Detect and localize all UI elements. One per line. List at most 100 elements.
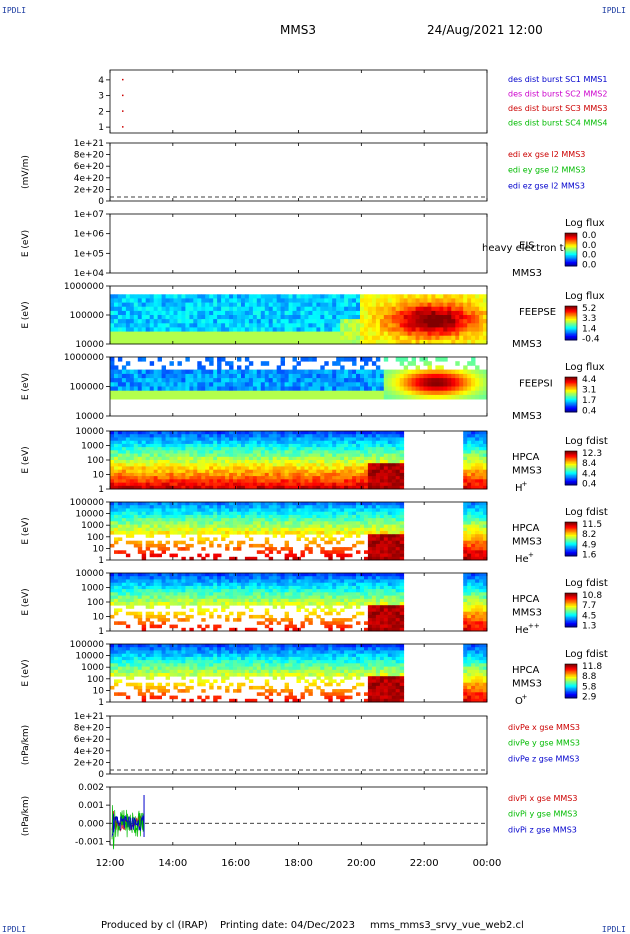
- heatmap-cell: [169, 386, 174, 392]
- colorbar-cell: [565, 554, 577, 557]
- heatmap-cell: [137, 450, 143, 454]
- colorbar-cell: [565, 234, 577, 237]
- heatmap-cell: [201, 373, 206, 379]
- heatmap-cell: [288, 440, 293, 445]
- heatmap-cell: [129, 315, 135, 320]
- heatmap-cell: [244, 460, 250, 464]
- heatmap-cell: [241, 450, 246, 454]
- heatmap-cell: [149, 605, 155, 609]
- heatmap-cell: [157, 598, 162, 603]
- heatmap-cell: [475, 447, 480, 451]
- heatmap-cell: [455, 310, 460, 316]
- heatmap-cell: [133, 502, 139, 506]
- heatmap-cell: [133, 302, 139, 308]
- heatmap-cell: [280, 472, 285, 477]
- heatmap-cell: [463, 508, 468, 512]
- heatmap-cell: [145, 440, 151, 445]
- heatmap-cell: [379, 460, 385, 464]
- heatmap-cell: [356, 382, 361, 387]
- heatmap-cell: [264, 386, 270, 392]
- heatmap-cell: [483, 502, 488, 506]
- colorbar-cell: [565, 249, 577, 252]
- heatmap-cell: [225, 390, 230, 396]
- heatmap-cell: [371, 361, 377, 366]
- heatmap-cell: [483, 550, 488, 554]
- heatmap-cell: [241, 447, 246, 451]
- heatmap-cell: [169, 508, 174, 512]
- heatmap-cell: [237, 466, 242, 470]
- heatmap-cell: [375, 553, 381, 558]
- heatmap-cell: [475, 323, 480, 328]
- heatmap-cell: [348, 302, 353, 308]
- heatmap-cell: [264, 508, 270, 512]
- colorbar-cell: [565, 463, 577, 466]
- heatmap-cell: [193, 521, 198, 525]
- heatmap-cell: [256, 511, 262, 516]
- heatmap-cell: [463, 315, 468, 320]
- heatmap-cell: [360, 482, 365, 487]
- heatmap-cell: [114, 502, 119, 506]
- heatmap-cell: [399, 553, 405, 558]
- heatmap-cell: [371, 310, 377, 316]
- heatmap-cell: [471, 302, 476, 308]
- heatmap-cell: [185, 298, 190, 303]
- heatmap-cell: [383, 463, 389, 467]
- heatmap-cell: [181, 511, 186, 516]
- heatmap-cell: [399, 331, 405, 337]
- heatmap-cell: [292, 476, 297, 480]
- y-axis-label: E (eV): [21, 301, 31, 328]
- heatmap-cell: [248, 450, 254, 454]
- heatmap-cell: [181, 463, 186, 467]
- heatmap-cell: [145, 437, 151, 441]
- heatmap-cell: [264, 514, 270, 519]
- heatmap-cell: [157, 327, 162, 332]
- heatmap-cell: [320, 527, 325, 532]
- heatmap-cell: [387, 556, 393, 561]
- heatmap-cell: [110, 521, 115, 525]
- heatmap-cell: [121, 394, 127, 400]
- heatmap-cell: [328, 315, 333, 320]
- heatmap-cell: [399, 310, 405, 316]
- heatmap-cell: [225, 361, 230, 366]
- heatmap-cell: [300, 485, 305, 490]
- heatmap-cell: [248, 447, 254, 451]
- heatmap-cell: [114, 611, 119, 616]
- heatmap-cell: [300, 527, 305, 532]
- heatmap-cell: [308, 357, 313, 362]
- heatmap-cell: [149, 576, 155, 580]
- heatmap-cell: [475, 531, 480, 535]
- heatmap-cell: [229, 482, 234, 487]
- heatmap-cell: [252, 447, 258, 451]
- heatmap-cell: [344, 534, 349, 538]
- heatmap-cell: [252, 511, 258, 516]
- heatmap-cell: [241, 514, 246, 519]
- heatmap-cell: [411, 378, 416, 383]
- heatmap-cell: [268, 440, 274, 445]
- heatmap-cell: [344, 502, 349, 506]
- heatmap-cell: [161, 306, 166, 312]
- heatmap-cell: [256, 434, 262, 438]
- heatmap-cell: [201, 386, 206, 392]
- heatmap-cell: [129, 394, 135, 400]
- heatmap-cell: [324, 553, 329, 558]
- heatmap-cell: [177, 453, 182, 458]
- heatmap-cell: [284, 335, 289, 341]
- heatmap-cell: [375, 378, 381, 383]
- heatmap-cell: [463, 373, 468, 379]
- heatmap-cell: [348, 437, 353, 441]
- heatmap-cell: [110, 369, 115, 375]
- heatmap-cell: [209, 327, 214, 332]
- heatmap-cell: [479, 553, 484, 558]
- heatmap-cell: [320, 373, 325, 379]
- heatmap-cell: [145, 456, 151, 461]
- heatmap-cell: [344, 434, 349, 438]
- heatmap-cell: [483, 339, 488, 345]
- heatmap-cell: [125, 331, 131, 337]
- colorbar-cell: [565, 480, 577, 483]
- heatmap-cell: [352, 485, 357, 490]
- heatmap-cell: [133, 524, 139, 529]
- heatmap-cell: [328, 310, 333, 316]
- heatmap-cell: [387, 531, 393, 535]
- heatmap-cell: [360, 463, 365, 467]
- heatmap-cell: [209, 319, 214, 324]
